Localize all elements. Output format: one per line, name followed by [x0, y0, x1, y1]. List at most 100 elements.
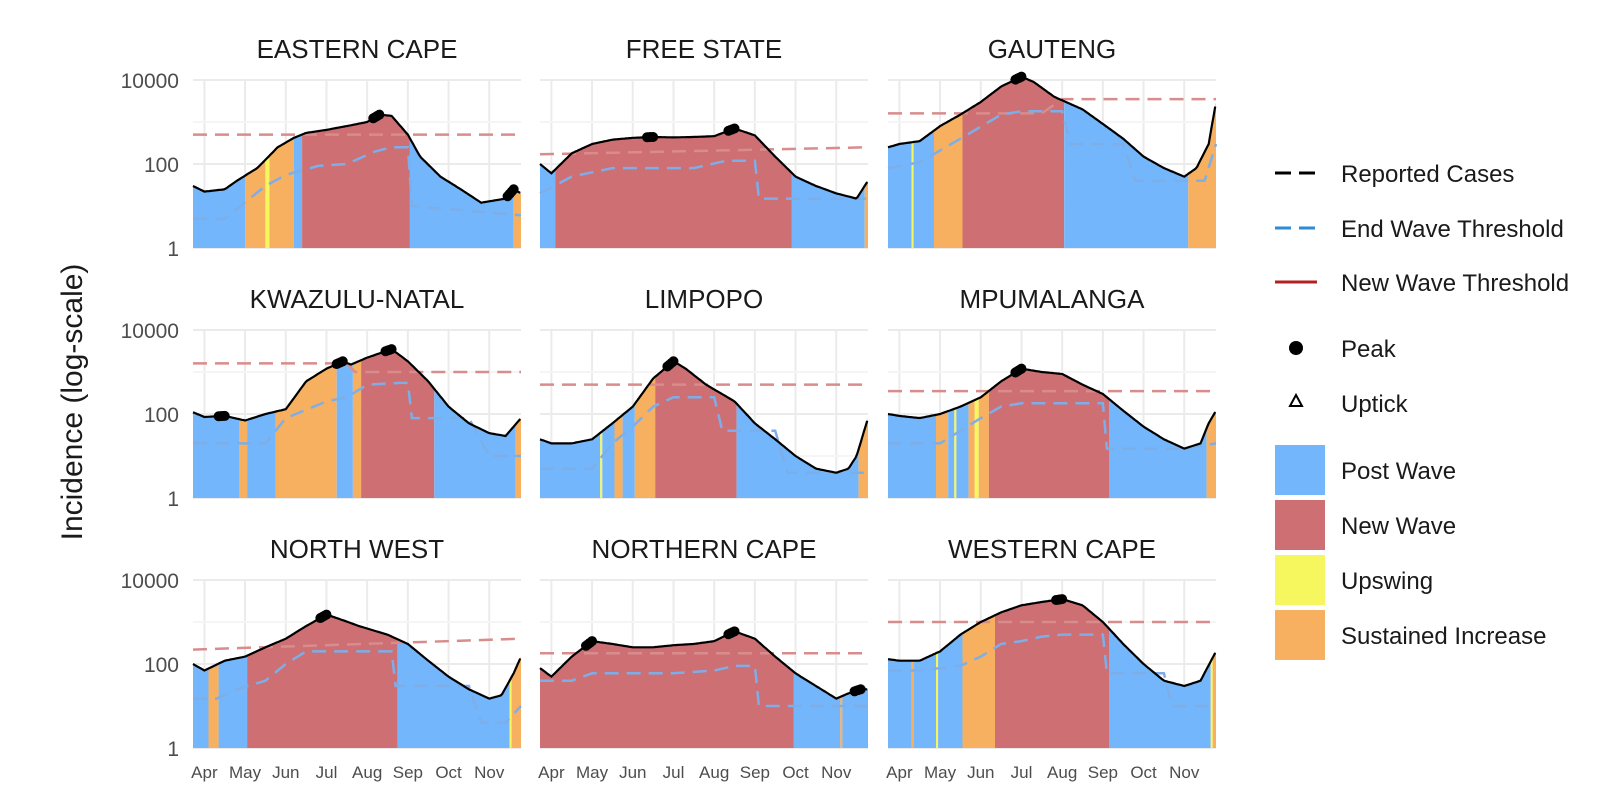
end-wave-threshold-line [888, 402, 1217, 450]
x-tick-label: Jun [272, 763, 299, 782]
segment-post [948, 408, 955, 498]
x-tick-label: Aug [1047, 763, 1077, 782]
segment-new [540, 631, 794, 748]
legend-label: Post Wave [1341, 458, 1456, 485]
peak-marker [1016, 363, 1027, 374]
y-tick-label: 100 [144, 404, 179, 427]
segment-new [555, 128, 792, 248]
segment-post [913, 130, 934, 248]
segment-new [302, 114, 410, 248]
peak-marker [729, 123, 740, 134]
y-tick-label: 10000 [121, 320, 179, 343]
segment-post [409, 138, 514, 248]
x-tick-label: Jul [663, 763, 685, 782]
peak-marker [648, 131, 659, 142]
x-tick-label: Jun [967, 763, 994, 782]
panel-title: GAUTENG [988, 34, 1117, 64]
panel-title: FREE STATE [626, 34, 783, 64]
segment-post [218, 655, 248, 748]
segment-sustained [614, 415, 623, 498]
segment-sustained [239, 419, 248, 498]
segment-sustained [515, 418, 521, 498]
segment-post [193, 412, 239, 498]
wave-segments [540, 128, 868, 248]
x-tick-label: Oct [1130, 763, 1157, 782]
legend-uptick-key [1288, 392, 1304, 407]
wave-segments [193, 349, 521, 498]
y-tick-label: 10000 [121, 570, 179, 593]
segment-post [247, 411, 276, 498]
segment-post [540, 432, 601, 498]
new-wave-threshold-line [539, 146, 869, 156]
legend-fill-key [1275, 555, 1325, 605]
y-axis-label: Incidence (log-scale) [56, 264, 89, 541]
x-tick-label: May [576, 763, 609, 782]
peak-marker [374, 109, 385, 120]
segment-post [622, 403, 635, 498]
x-tick-label: Apr [538, 763, 565, 782]
x-tick-label: Nov [474, 763, 505, 782]
segment-post [193, 664, 209, 748]
x-tick-label: May [924, 763, 957, 782]
segment-upswing [600, 431, 603, 498]
panel-title: NORTHERN CAPE [592, 534, 817, 564]
segment-post [397, 639, 510, 748]
segment-sustained [1188, 102, 1216, 248]
segment-sustained [511, 656, 521, 748]
panel-western-cape: WESTERN CAPE Apr May Jun Jul Aug Sep Oct Nov [886, 534, 1217, 782]
segment-sustained [934, 113, 963, 248]
segment-new [995, 599, 1109, 748]
segment-sustained [275, 364, 337, 498]
segment-sustained [840, 696, 843, 748]
peak-marker [855, 684, 866, 695]
reported-cases-line [539, 127, 869, 200]
panel-title: LIMPOPO [645, 284, 763, 314]
x-tick-label: Aug [352, 763, 382, 782]
peak-marker [337, 356, 348, 367]
legend-label: End Wave Threshold [1341, 216, 1564, 243]
segment-post [913, 653, 936, 748]
segment-sustained [978, 390, 989, 498]
peak-marker [668, 356, 679, 367]
segment-post [434, 388, 516, 498]
segment-upswing [974, 398, 979, 498]
segment-post [1109, 628, 1211, 748]
segment-post [842, 689, 868, 748]
peak-marker [1016, 71, 1027, 82]
legend: Reported Cases End Wave Threshold New Wave… [1275, 161, 1569, 660]
new-wave-threshold-line [193, 362, 521, 374]
legend-fill-key [1275, 445, 1325, 495]
peak-marker [219, 410, 230, 421]
segment-sustained [1212, 651, 1216, 748]
segment-new [962, 77, 1065, 248]
wave-segments [888, 368, 1216, 498]
peak-marker [729, 626, 740, 637]
peak-markers [213, 344, 397, 422]
end-wave-threshold-line [193, 650, 522, 724]
legend-peak-key [1289, 341, 1303, 355]
legend-label: New Wave [1341, 513, 1456, 540]
segment-upswing [954, 408, 957, 498]
panel-title: EASTERN CAPE [257, 34, 458, 64]
y-tick-label: 10000 [121, 70, 179, 93]
wave-segments [193, 114, 521, 248]
reported-cases-line [887, 367, 1217, 450]
reported-cases-line [192, 613, 522, 700]
legend-label: Uptick [1341, 391, 1409, 418]
segment-upswing [265, 155, 270, 248]
segment-post [602, 421, 615, 498]
end-wave-threshold-line [193, 146, 522, 220]
segment-sustained [208, 663, 219, 748]
panel-kwazulu-natal: KWAZULU-NATAL 1 100 10000 [121, 284, 522, 511]
segment-post [793, 671, 841, 748]
panel-title: WESTERN CAPE [948, 534, 1156, 564]
peak-markers [580, 626, 866, 697]
peak-markers [642, 123, 740, 143]
segment-upswing [509, 677, 512, 748]
x-tick-label: Sep [1088, 763, 1118, 782]
segment-post [736, 403, 859, 498]
reported-cases-line [192, 113, 521, 204]
segment-post [888, 414, 936, 498]
x-tick-label: Oct [782, 763, 809, 782]
x-tick-label: Oct [435, 763, 462, 782]
